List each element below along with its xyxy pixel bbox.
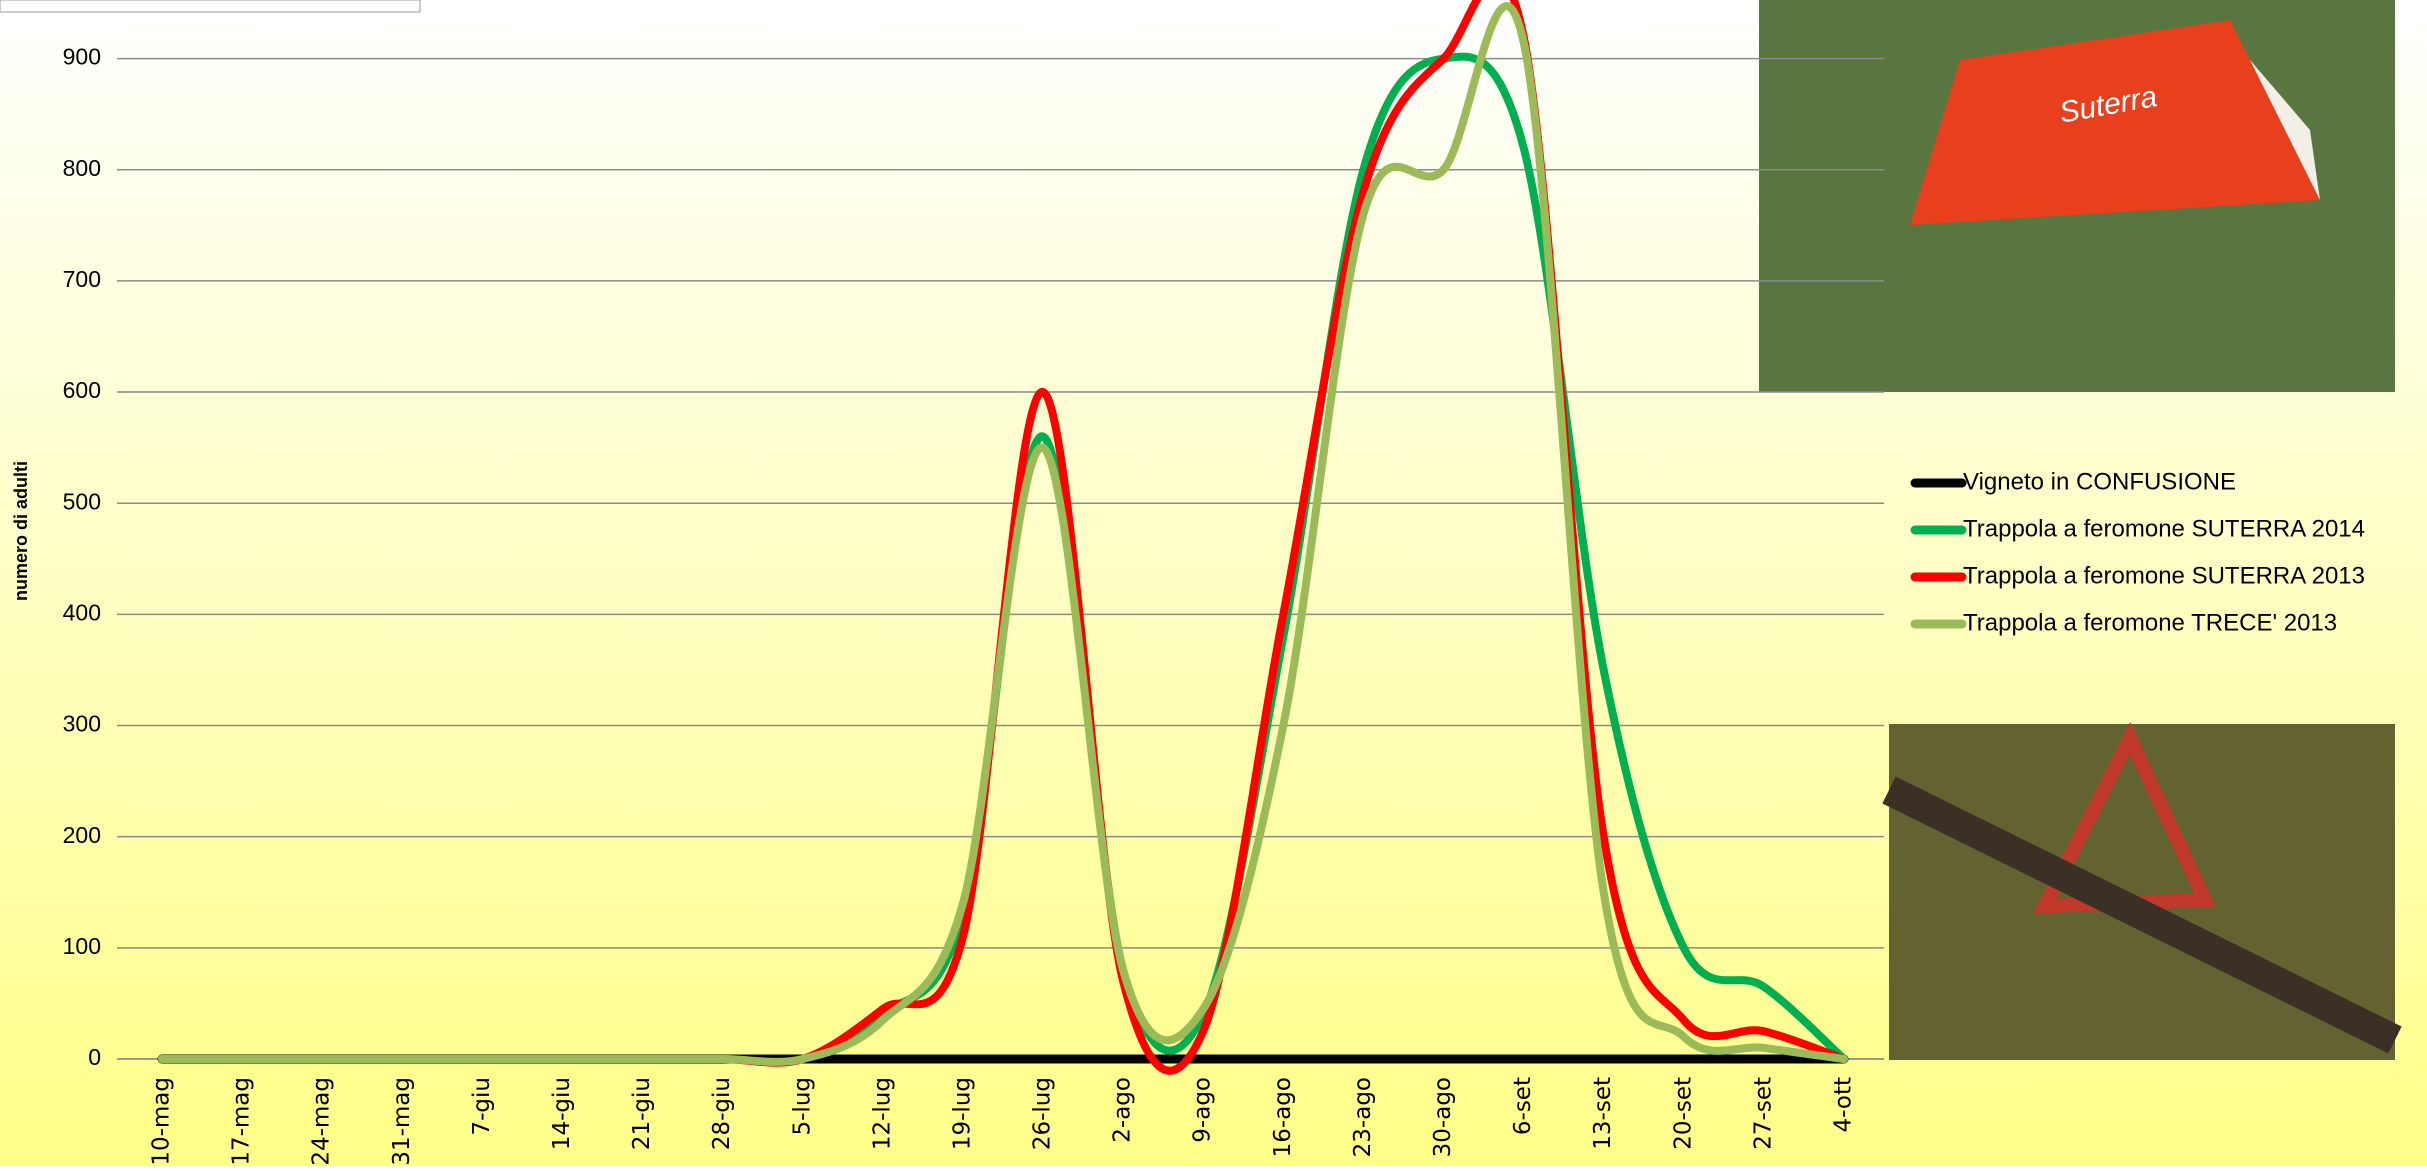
x-tick-label: 16-ago — [1270, 1077, 1296, 1157]
x-tick-label: 7-giu — [469, 1077, 495, 1136]
y-tick-label: 800 — [63, 155, 101, 181]
x-tick-label: 9-ago — [1190, 1077, 1216, 1143]
x-tick-label: 20-set — [1670, 1077, 1696, 1150]
y-tick-label: 700 — [63, 266, 101, 292]
x-tick-label: 28-giu — [709, 1077, 735, 1150]
y-tick-label: 200 — [63, 822, 101, 848]
x-tick-label: 26-lug — [1030, 1077, 1056, 1150]
x-tick-label: 17-mag — [229, 1077, 255, 1166]
y-tick-label: 600 — [63, 377, 101, 403]
x-tick-label: 27-set — [1750, 1077, 1776, 1150]
photo-bottom — [1889, 724, 2395, 1060]
x-tick-label: 19-lug — [949, 1077, 975, 1150]
x-tick-label: 2-ago — [1110, 1077, 1136, 1143]
legend-label: Vigneto in CONFUSIONE — [1963, 468, 2236, 495]
legend-label: Trappola a feromone SUTERRA 2013 — [1963, 562, 2365, 589]
y-axis-label: numero di adulti — [11, 461, 31, 601]
chart: Suterra numero di adulti 010020030040050… — [0, 0, 2427, 1166]
x-tick-label: 31-mag — [389, 1077, 415, 1166]
x-tick-label: 21-giu — [629, 1077, 655, 1150]
x-tick-label: 10-mag — [149, 1077, 175, 1166]
x-tick-label: 14-giu — [549, 1077, 575, 1150]
y-tick-label: 100 — [63, 933, 101, 959]
y-tick-label: 400 — [63, 599, 101, 625]
x-tick-label: 12-lug — [869, 1077, 895, 1150]
y-tick-label: 0 — [88, 1044, 101, 1070]
title-box — [0, 0, 420, 12]
y-tick-label: 300 — [63, 711, 101, 737]
y-tick-label: 500 — [63, 488, 101, 514]
x-tick-label: 24-mag — [309, 1077, 335, 1166]
x-tick-label: 4-ott — [1830, 1077, 1856, 1132]
x-tick-label: 23-ago — [1350, 1077, 1376, 1157]
x-tick-label: 5-lug — [789, 1077, 815, 1136]
x-tick-label: 30-ago — [1430, 1077, 1456, 1157]
legend-label: Trappola a feromone SUTERRA 2014 — [1963, 515, 2365, 542]
x-tick-label: 13-set — [1590, 1077, 1616, 1150]
x-tick-label: 6-set — [1510, 1077, 1536, 1135]
y-tick-label: 900 — [63, 44, 101, 70]
legend-label: Trappola a feromone TRECE' 2013 — [1963, 609, 2337, 636]
